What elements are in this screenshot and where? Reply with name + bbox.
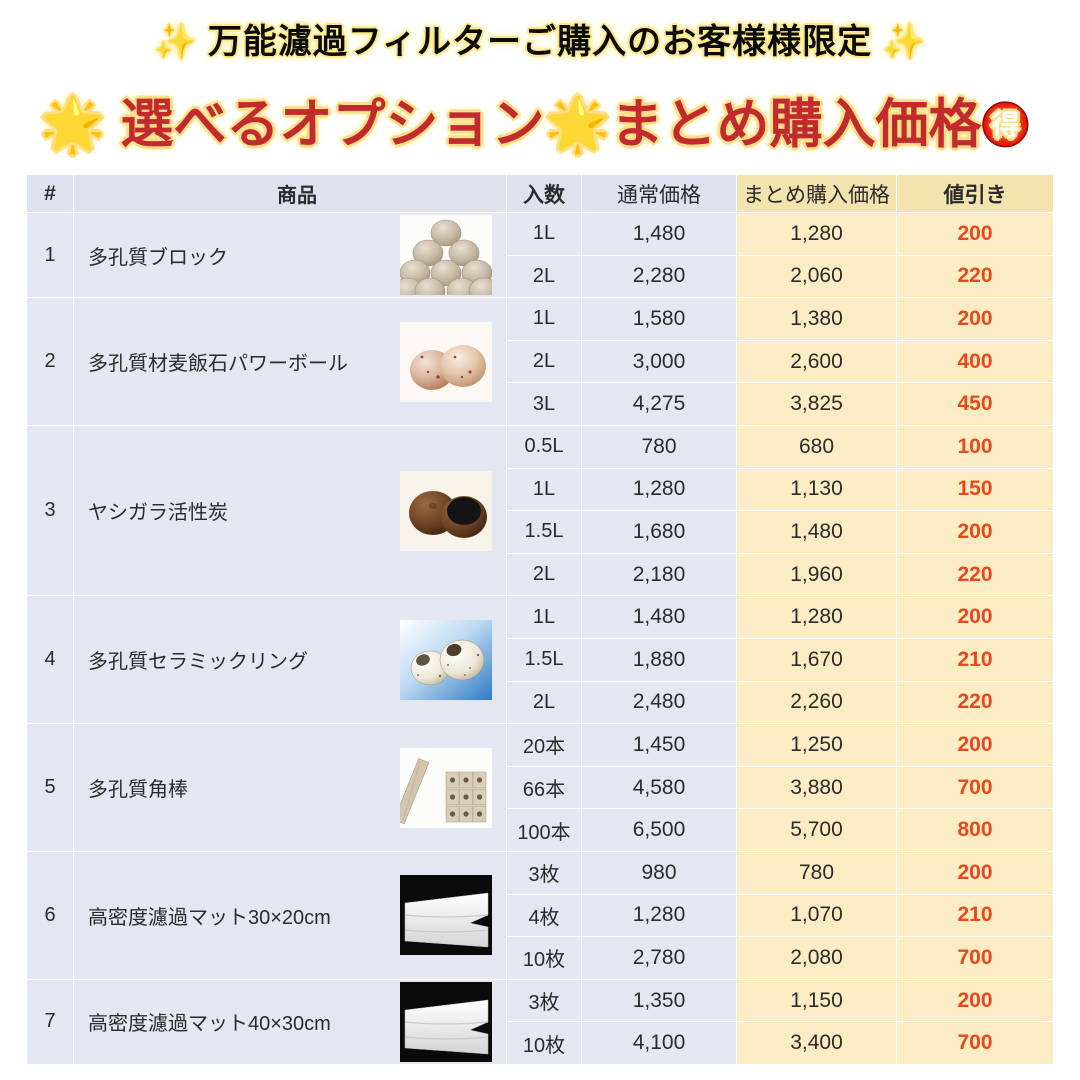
- svg-text:得: 得: [992, 103, 1021, 144]
